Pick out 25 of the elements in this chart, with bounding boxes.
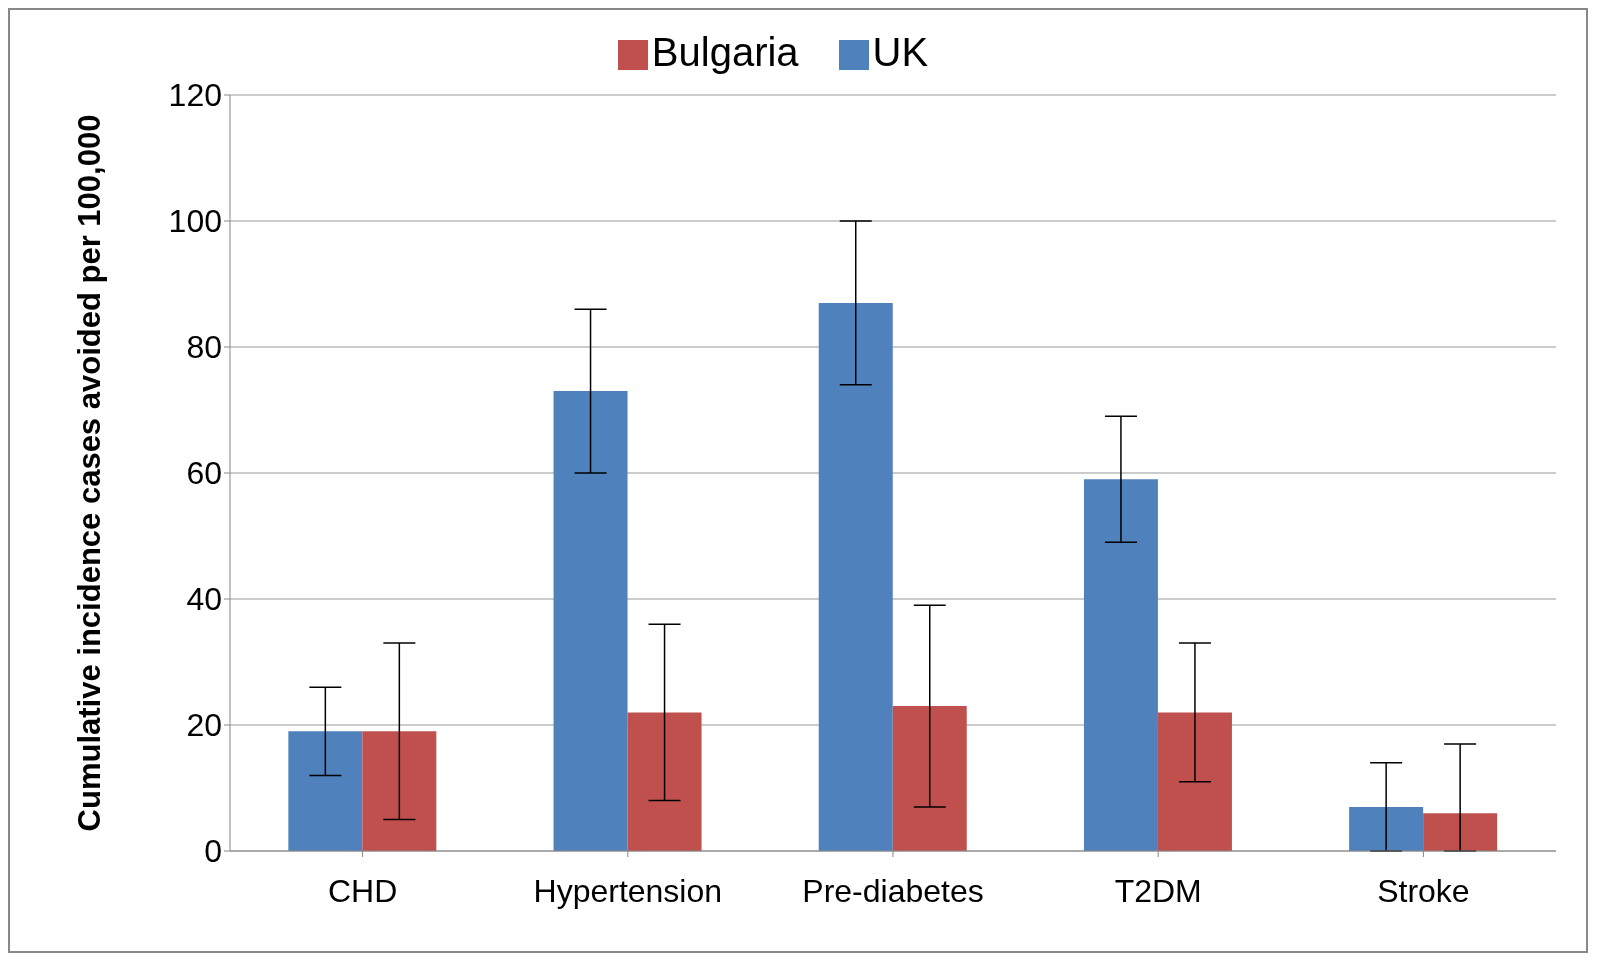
bar (892, 706, 967, 851)
y-tick-label: 40 (186, 581, 222, 618)
bar (627, 712, 702, 851)
bar (1083, 479, 1158, 851)
y-tick-label: 80 (186, 329, 222, 366)
x-tick-label: T2DM (1114, 872, 1202, 909)
x-tick-label: Hypertension (533, 872, 723, 909)
y-tick-label: 20 (186, 707, 222, 744)
legend-label: UK (872, 30, 929, 74)
bar (288, 731, 363, 851)
legend-label: Bulgaria (651, 30, 799, 74)
y-axis-title: Cumulative incidence cases avoided per 100,000 (72, 114, 107, 832)
y-tick-label: 100 (168, 203, 222, 240)
bar (1423, 813, 1498, 851)
bar (1157, 712, 1232, 851)
bar (1349, 806, 1424, 851)
bar (818, 302, 893, 851)
y-tick-label: 0 (204, 833, 222, 870)
y-tick-label: 60 (186, 455, 222, 492)
x-tick-label: Stroke (1377, 872, 1470, 909)
x-tick-label: CHD (327, 872, 398, 909)
y-tick-label: 120 (168, 77, 222, 114)
bar (553, 391, 628, 851)
x-tick-label: Pre-diabetes (802, 872, 984, 909)
bar (362, 731, 437, 851)
